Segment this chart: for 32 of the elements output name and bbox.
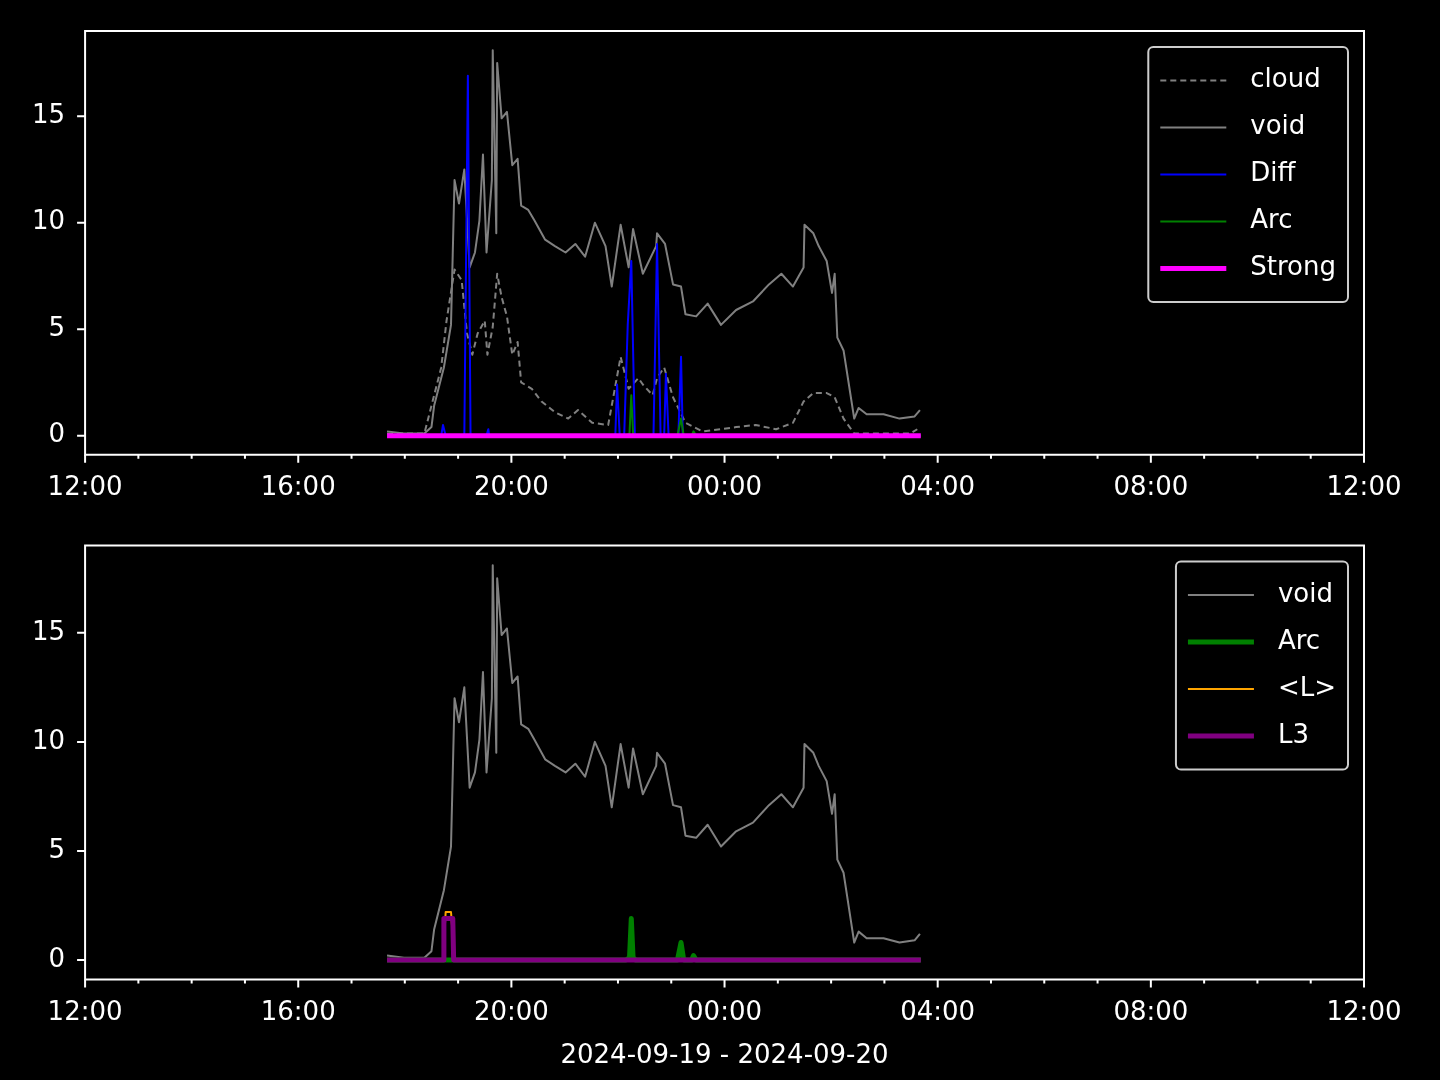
- legend-label: Strong: [1250, 251, 1337, 282]
- x-tick-label: 00:00: [687, 995, 763, 1026]
- x-tick-label: 08:00: [1113, 995, 1189, 1026]
- legend-label: void: [1250, 110, 1306, 141]
- x-tick-label: 12:00: [1326, 995, 1402, 1026]
- x-tick-label: 20:00: [473, 471, 549, 502]
- legend-label: <L>: [1277, 671, 1337, 702]
- x-tick-label: 16:00: [260, 471, 336, 502]
- y-tick-label: 5: [48, 311, 66, 342]
- y-tick-label: 0: [48, 942, 66, 973]
- y-tick-label: 15: [31, 98, 66, 129]
- x-tick-label: 04:00: [900, 995, 976, 1026]
- legend-label: Diff: [1250, 157, 1297, 188]
- legend-label: void: [1277, 577, 1333, 608]
- x-tick-label: 08:00: [1113, 471, 1189, 502]
- legend-label: L3: [1277, 718, 1309, 749]
- y-tick-label: 10: [31, 724, 66, 755]
- legend-label: Arc: [1277, 624, 1321, 655]
- x-tick-label: 00:00: [687, 471, 763, 502]
- x-tick-label: 20:00: [473, 995, 549, 1026]
- y-tick-label: 5: [48, 833, 66, 864]
- x-tick-label: 04:00: [900, 471, 976, 502]
- y-tick-label: 0: [48, 418, 66, 449]
- x-tick-label: 12:00: [1326, 471, 1402, 502]
- y-tick-label: 15: [31, 615, 66, 646]
- legend-label: cloud: [1250, 63, 1321, 94]
- y-tick-label: 10: [31, 205, 66, 236]
- x-tick-label: 12:00: [47, 995, 123, 1026]
- x-tick-label: 12:00: [47, 471, 123, 502]
- x-tick-label: 16:00: [260, 995, 336, 1026]
- x-axis-title: 2024-09-19 - 2024-09-20: [560, 1039, 889, 1070]
- legend-label: Arc: [1250, 204, 1293, 235]
